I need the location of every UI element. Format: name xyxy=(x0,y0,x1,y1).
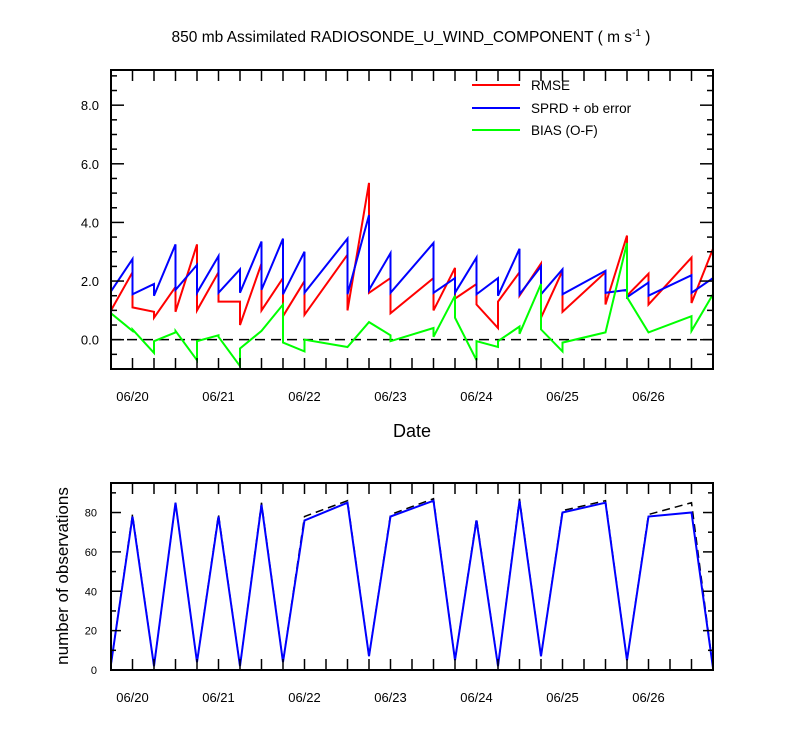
top-x-tick-label: 06/20 xyxy=(116,389,149,404)
bottom-x-tick-label: 06/26 xyxy=(632,690,665,705)
title-close: ) xyxy=(641,29,650,46)
obs-possible-dashed-line xyxy=(110,497,714,669)
top-x-tick-label: 06/25 xyxy=(546,389,579,404)
bottom-x-tick-label: 06/22 xyxy=(288,690,321,705)
bottom-plot-axes: 06/20 06/21 06/22 06/23 06/24 06/25 06/26 0 20 40… xyxy=(85,482,714,705)
legend-item-bias-label: BIAS (O-F) xyxy=(531,123,598,138)
top-x-tick-label: 06/26 xyxy=(632,389,665,404)
top-y-tick-label: 0.0 xyxy=(81,333,99,348)
bottom-x-tick-label: 06/21 xyxy=(202,690,235,705)
bottom-x-tick-label: 06/20 xyxy=(116,690,149,705)
top-plot-legend: RMSE SPRD + ob error BIAS (O-F) xyxy=(472,78,632,138)
top-y-tick-label: 4.0 xyxy=(81,215,99,230)
top-x-tick-label: 06/23 xyxy=(374,389,407,404)
top-y-tick-label: 6.0 xyxy=(81,157,99,172)
legend-item-rmse: RMSE xyxy=(472,78,570,93)
legend-item-bias: BIAS (O-F) xyxy=(472,123,598,138)
top-y-tick-label: 2.0 xyxy=(81,274,99,289)
bottom-x-tick-label: 06/24 xyxy=(460,690,493,705)
sprd-series-line xyxy=(110,214,714,300)
bottom-x-tick-label: 06/25 xyxy=(546,690,579,705)
bottom-y-tick-label: 60 xyxy=(85,547,97,559)
top-y-tick-label: 8.0 xyxy=(81,98,99,113)
bottom-y-tick-label: 40 xyxy=(85,586,97,598)
top-plot-series xyxy=(110,182,714,370)
bottom-frame xyxy=(110,482,714,671)
top-x-tick-label: 06/21 xyxy=(202,389,235,404)
legend-item-sprd-label: SPRD + ob error xyxy=(531,101,632,116)
x-axis-label: Date xyxy=(393,421,431,441)
top-plot-axes: 06/20 06/21 06/22 06/23 06/24 06/25 06/26 0.0 2.… xyxy=(81,69,714,404)
title-main: 850 mb Assimilated RADIOSONDE_U_WIND_COM… xyxy=(172,29,633,46)
bottom-y-tick-label: 80 xyxy=(85,508,97,520)
chart-title: 850 mb Assimilated RADIOSONDE_U_WIND_COM… xyxy=(172,28,651,46)
bottom-y-tick-label: 20 xyxy=(85,626,97,638)
title-superscript: -1 xyxy=(632,28,641,39)
bottom-y-tick-label: 0 xyxy=(91,665,97,677)
rmse-series-line xyxy=(110,182,714,331)
bottom-x-tick-label: 06/23 xyxy=(374,690,407,705)
top-x-tick-label: 06/24 xyxy=(460,389,493,404)
obs-used-line xyxy=(110,499,714,669)
bottom-plot-series xyxy=(110,497,714,669)
bottom-y-axis-label: number of observations xyxy=(53,487,72,665)
legend-item-sprd: SPRD + ob error xyxy=(472,101,632,116)
legend-item-rmse-label: RMSE xyxy=(531,78,570,93)
top-x-tick-label: 06/22 xyxy=(288,389,321,404)
